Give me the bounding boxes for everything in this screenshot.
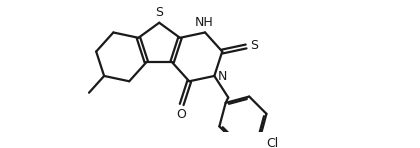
Text: O: O bbox=[176, 108, 186, 121]
Text: S: S bbox=[155, 6, 163, 19]
Text: NH: NH bbox=[195, 16, 213, 29]
Text: S: S bbox=[249, 39, 257, 52]
Text: Cl: Cl bbox=[266, 136, 278, 148]
Text: N: N bbox=[218, 70, 227, 83]
